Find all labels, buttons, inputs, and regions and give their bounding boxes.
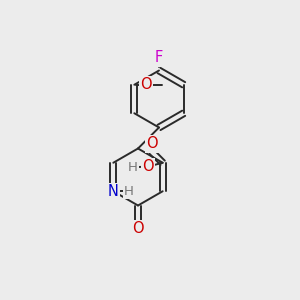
Text: F: F xyxy=(155,50,163,65)
Text: O: O xyxy=(132,221,144,236)
Text: O: O xyxy=(142,159,153,174)
Text: H: H xyxy=(128,161,138,174)
Text: O: O xyxy=(140,77,152,92)
Text: N: N xyxy=(108,184,119,199)
Text: H: H xyxy=(124,185,134,198)
Text: O: O xyxy=(146,136,158,152)
